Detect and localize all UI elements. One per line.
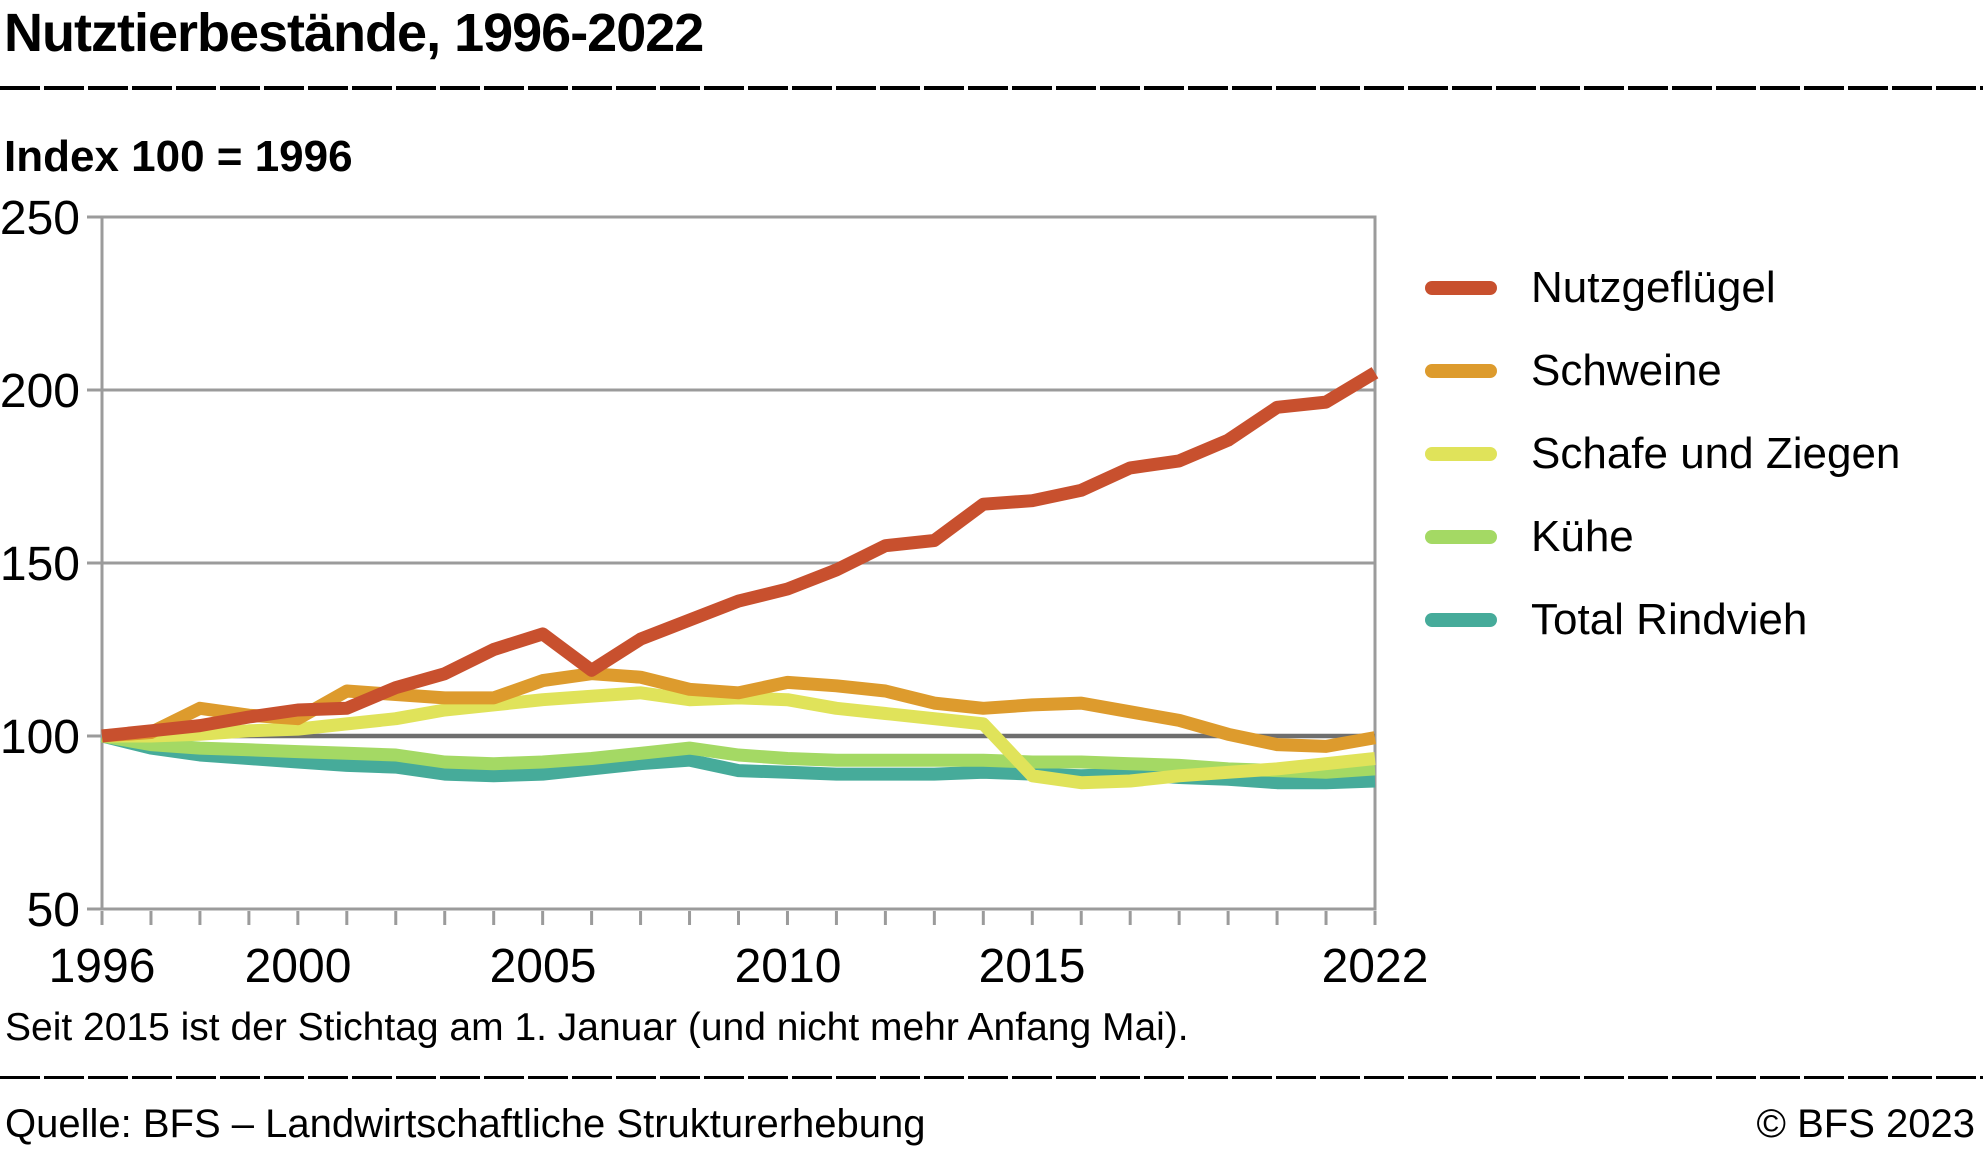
grid-layer: [87, 215, 1377, 925]
x-tick-label: 2000: [245, 940, 352, 993]
axis-labels: 250 200 150 100 50 1996 2000 2005 2010 2…: [0, 192, 1428, 993]
chart-legend: Nutzgeflügel Schweine Schafe und Ziegen …: [1425, 246, 1900, 661]
page-title: Nutztierbestände, 1996-2022: [4, 3, 704, 63]
legend-item-schafe-ziegen: Schafe und Ziegen: [1425, 412, 1900, 495]
legend-item-total-rindvieh: Total Rindvieh: [1425, 578, 1900, 661]
series-layer: [100, 367, 1379, 790]
plot-border: [100, 215, 1377, 911]
legend-item-nutzgefluegel: Nutzgeflügel: [1425, 246, 1900, 329]
total-rindvieh-line-swatch: [1425, 612, 1497, 627]
copyright-text: © BFS 2023: [1756, 1102, 1975, 1146]
x-tick-label: 2010: [735, 940, 842, 993]
schafe-ziegen-line-swatch: [1425, 446, 1497, 461]
legend-item-kuehe: Kühe: [1425, 495, 1900, 578]
y-tick-label: 200: [0, 365, 80, 418]
legend-item-schweine: Schweine: [1425, 329, 1900, 412]
title-divider: [0, 86, 1983, 90]
schweine-line-swatch: [1425, 363, 1497, 378]
series-line-nutzgefl-gel: [101, 367, 1379, 743]
x-tick-label: 1996: [49, 940, 156, 993]
legend-label: Total Rindvieh: [1531, 594, 1808, 644]
source-text: Quelle: BFS – Landwirtschaftliche Strukt…: [5, 1102, 926, 1146]
chart-subtitle: Index 100 = 1996: [4, 132, 353, 181]
y-tick-label: 150: [0, 538, 80, 591]
y-tick-label: 100: [0, 711, 80, 764]
y-tick-label: 50: [27, 884, 80, 937]
legend-label: Schweine: [1531, 345, 1722, 395]
series-line-k-he: [100, 729, 1376, 779]
line-chart: 250 200 150 100 50 1996 2000 2005 2010 2…: [0, 192, 1428, 993]
legend-label: Kühe: [1531, 511, 1634, 561]
legend-label: Nutzgeflügel: [1531, 262, 1776, 312]
nutzgefluegel-line-swatch: [1425, 280, 1497, 295]
kuehe-line-swatch: [1425, 529, 1497, 544]
legend-label: Schafe und Ziegen: [1531, 428, 1901, 478]
x-tick-label: 2022: [1322, 940, 1429, 993]
chart-footnote: Seit 2015 ist der Stichtag am 1. Januar …: [5, 1006, 1189, 1049]
y-tick-label: 250: [0, 192, 80, 245]
x-tick-label: 2005: [490, 940, 597, 993]
x-tick-label: 2015: [979, 940, 1086, 993]
footer-divider: [0, 1076, 1983, 1079]
